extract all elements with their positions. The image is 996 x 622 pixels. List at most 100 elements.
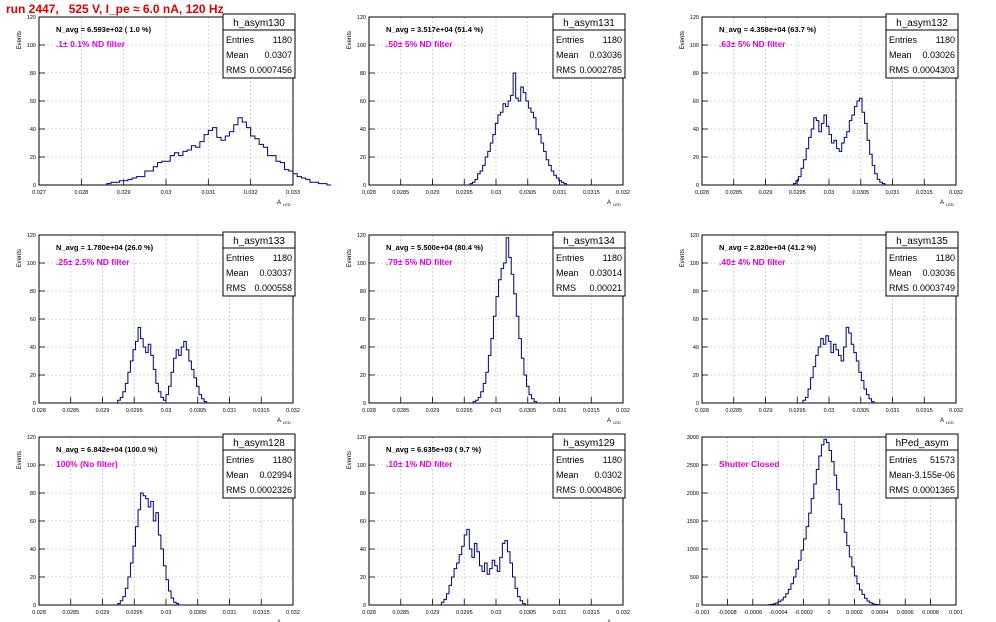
x-tick-label: 0.0295 (126, 408, 143, 414)
plot-frame (38, 234, 294, 404)
stats-mean-label: Mean (889, 470, 912, 480)
x-tick-label: 0.031 (886, 190, 900, 196)
y-tick-label: 60 (360, 317, 366, 323)
x-tick-label: 0.0285 (725, 190, 742, 196)
stats-rms-value: 0.00021 (589, 283, 622, 293)
x-tick-label: 0.03 (824, 408, 835, 414)
stats-mean-value: 0.03037 (259, 268, 292, 278)
x-tick-label: 0.0295 (789, 408, 806, 414)
x-tick-label: 0.028 (695, 408, 709, 414)
stats-mean-value: 0.02994 (259, 470, 292, 480)
stats-box (552, 433, 626, 499)
stats-mean-value: 0.03036 (922, 268, 955, 278)
histogram-line (470, 237, 540, 404)
y-tick-label: 120 (357, 15, 366, 21)
x-tick-label: 0.0315 (583, 190, 600, 196)
stats-entries-value: 1180 (273, 455, 292, 465)
stats-rms-label: RMS (556, 65, 576, 75)
y-axis-label: Events (17, 31, 23, 49)
x-tick-label: 0.029 (96, 610, 110, 616)
histogram-panel-h_asym128: 0 20 40 60 80 100 120 0.028 0.0285 0.029 0.0295 0.0… (17, 433, 300, 622)
x-tick-label: 0.0305 (519, 190, 536, 196)
x-tick-label: 0.032 (949, 408, 963, 414)
stats-hist-name: h_asym129 (563, 438, 615, 449)
y-tick-label: 80 (360, 289, 366, 295)
x-tick-label: 0.032 (616, 408, 630, 414)
x-tick-label: 0.0285 (392, 408, 409, 414)
x-tick-label: 0.03 (824, 190, 835, 196)
n-avg-label: N_avg = 4.358e+04 (63.7 %) (719, 25, 817, 34)
stats-rms-label: RMS (226, 283, 246, 293)
stats-entries-value: 1180 (273, 35, 292, 45)
x-axis-label-subscript: LED (613, 420, 621, 425)
y-tick-label: 100 (357, 261, 366, 267)
x-tick-label: 0.0305 (852, 408, 869, 414)
x-tick-label: 0.0285 (62, 408, 79, 414)
y-tick-label: 0 (363, 603, 366, 609)
stats-hist-name: h_asym135 (896, 236, 948, 247)
x-tick-label: 0.031 (553, 408, 567, 414)
x-tick-label: 0.03 (491, 408, 502, 414)
y-tick-label: 40 (30, 345, 36, 351)
y-tick-label: 100 (27, 463, 36, 469)
histogram-line (767, 438, 883, 606)
stats-hist-name: h_asym130 (233, 18, 285, 29)
stats-rms-value: 0.0004806 (579, 485, 622, 495)
x-tick-label: 0.0006 (897, 610, 914, 616)
y-tick-label: 40 (693, 345, 699, 351)
x-tick-label: 0.028 (362, 408, 376, 414)
y-tick-label: 100 (27, 43, 36, 49)
x-tick-label: 0.0295 (789, 190, 806, 196)
x-tick-label: 0.029 (117, 190, 131, 196)
stats-rms-label: RMS (889, 485, 909, 495)
y-tick-label: 2000 (687, 491, 699, 497)
y-tick-label: 40 (30, 127, 36, 133)
stats-entries-label: Entries (556, 455, 585, 465)
y-tick-label: 120 (27, 435, 36, 441)
x-tick-label: 0.0305 (189, 408, 206, 414)
y-axis-label: Events (347, 451, 353, 469)
y-tick-label: 40 (30, 547, 36, 553)
filter-label: .50± 5% ND filter (386, 39, 453, 49)
y-tick-label: 120 (690, 233, 699, 239)
x-tick-label: 0.0002 (846, 610, 863, 616)
y-tick-label: 20 (693, 155, 699, 161)
stats-rms-label: RMS (556, 283, 576, 293)
histogram-panel-h_asym132: 0 20 40 60 80 100 120 0.028 0.0285 0.029 0.0295 0.0… (680, 13, 963, 207)
y-tick-label: 100 (27, 261, 36, 267)
stats-hist-name: h_asym131 (563, 18, 615, 29)
y-tick-label: 20 (30, 155, 36, 161)
stats-entries-label: Entries (556, 253, 585, 263)
x-tick-label: 0.0285 (392, 190, 409, 196)
y-tick-label: 1500 (687, 519, 699, 525)
x-tick-label: 0.0305 (852, 190, 869, 196)
y-tick-label: 60 (360, 519, 366, 525)
histogram-panel-hPed_asym: 0 500 1000 1500 2000 2500 3000 -0.001 -0.0008 -0.… (687, 433, 963, 616)
y-tick-label: 120 (27, 15, 36, 21)
n-avg-label: N_avg = 6.842e+04 (100.0 %) (56, 445, 158, 454)
stats-entries-value: 51573 (930, 455, 955, 465)
x-tick-label: 0.029 (426, 408, 440, 414)
stats-rms-label: RMS (226, 485, 246, 495)
stats-mean-value: -3.155e-06 (911, 470, 955, 480)
x-tick-label: 0.0315 (916, 408, 933, 414)
x-tick-label: 0.0004 (871, 610, 888, 616)
y-tick-label: 0 (363, 401, 366, 407)
stats-entries-value: 1180 (273, 253, 292, 263)
stats-mean-label: Mean (556, 268, 579, 278)
stats-mean-label: Mean (556, 50, 579, 60)
n-avg-label: N_avg = 2.820e+04 (41.2 %) (719, 243, 817, 252)
stats-hist-name: h_asym134 (563, 236, 615, 247)
stats-entries-label: Entries (556, 35, 585, 45)
x-axis-label: A (607, 620, 611, 622)
x-tick-label: 0.032 (616, 190, 630, 196)
y-tick-label: 60 (360, 99, 366, 105)
x-tick-label: 0.0295 (456, 610, 473, 616)
y-tick-label: 20 (30, 373, 36, 379)
stats-entries-label: Entries (889, 455, 918, 465)
histogram-line (102, 117, 332, 186)
y-tick-label: 120 (690, 15, 699, 21)
stats-box (552, 231, 626, 297)
stats-box (885, 13, 959, 79)
